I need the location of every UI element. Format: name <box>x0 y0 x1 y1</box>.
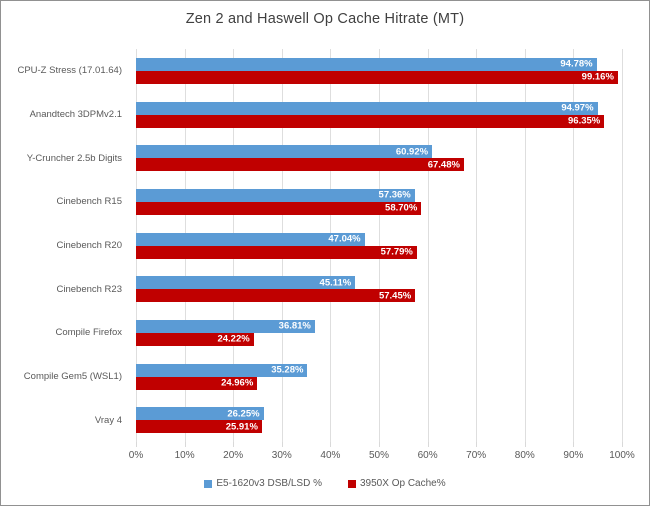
bar-value-label: 57.45% <box>378 290 412 302</box>
value-axis: 0% 10% 20% 30% 40% 50% 60% 70% 80% 90% 100% <box>129 442 635 466</box>
bar-red-series: 96.35% <box>136 114 605 128</box>
axis-tick-mark <box>136 442 137 447</box>
category-label: Compile Gem5 (WSL1) <box>23 371 122 383</box>
category-label: Cinebench R20 <box>56 240 123 252</box>
category-label: Anandtech 3DPMv2.1 <box>29 109 122 120</box>
legend-label: 3950X Op Cache% <box>360 478 446 489</box>
bar-value-label: 57.36% <box>378 189 411 201</box>
category-label: Compile Firefox <box>55 327 122 339</box>
bar-blue-series: 94.97% <box>136 101 598 115</box>
bar-value-label: 45.11% <box>319 277 352 289</box>
bar-rows: 94.78% 99.16% 94.97% 96.35% 60.92% 67.48% 57.3… <box>136 49 622 442</box>
legend-item: 3950X Op Cache% <box>348 478 446 489</box>
bar-value-label: 94.97% <box>561 102 594 114</box>
axis-tick-label: 80% <box>514 450 535 461</box>
chart-row: 57.36% 58.70% <box>136 180 622 224</box>
legend-swatch-icon <box>348 479 356 488</box>
axis-tick-label: 10% <box>174 450 195 461</box>
bar-value-label: 57.79% <box>380 246 413 258</box>
axis-tick-label: 100% <box>609 450 635 461</box>
bar-red-series: 24.96% <box>136 376 258 390</box>
axis-tick-mark <box>233 442 235 447</box>
bar-value-label: 35.28% <box>271 364 304 376</box>
bar-value-label: 67.48% <box>427 159 460 171</box>
axis-tick-label: 70% <box>466 450 487 461</box>
axis-tick-mark <box>184 442 186 447</box>
gridline <box>427 49 429 442</box>
axis-tick-mark <box>330 442 332 447</box>
axis-tick-mark <box>281 442 283 447</box>
axis-tick-label: 60% <box>417 450 438 461</box>
chart-row: 94.78% 99.16% <box>136 49 622 93</box>
axis-tick-label: 20% <box>223 450 244 461</box>
bar-value-label: 25.91% <box>225 421 258 433</box>
bar-value-label: 47.04% <box>328 233 361 245</box>
axis-tick-mark <box>379 442 380 447</box>
bar-value-label: 58.70% <box>385 202 418 214</box>
bar-red-series: 57.79% <box>136 245 417 259</box>
gridline <box>524 49 526 442</box>
bar-value-label: 60.92% <box>395 146 429 158</box>
bar-value-label: 24.22% <box>217 333 250 345</box>
axis-tick-mark <box>524 442 526 447</box>
chart-row: 60.92% 67.48% <box>136 136 622 180</box>
axis-tick-label: 90% <box>563 450 584 461</box>
axis-tick-mark <box>476 442 478 447</box>
category-label: Vray 4 <box>94 414 122 426</box>
bar-red-series: 58.70% <box>136 201 422 215</box>
plot-area: 94.78% 99.16% 94.97% 96.35% 60.92% 67.48% 57.3… <box>136 49 623 442</box>
legend: E5-1620v3 DSB/LSD % 3950X Op Cache% <box>1 478 649 489</box>
category-label: Cinebench R15 <box>56 196 123 208</box>
bar-blue-series: 36.81% <box>136 319 315 333</box>
chart-row: 47.04% 57.79% <box>136 224 622 268</box>
chart-row: 36.81% 24.22% <box>136 311 622 355</box>
category-axis: CPU-Z Stress (17.01.64) Anandtech 3DPMv2.… <box>1 49 129 442</box>
bar-blue-series: 26.25% <box>136 407 264 421</box>
bar-red-series: 67.48% <box>136 158 464 172</box>
chart-row: 94.97% 96.35% <box>136 93 622 137</box>
legend-label: E5-1620v3 DSB/LSD % <box>216 478 322 489</box>
chart-row: 26.25% 25.91% <box>136 398 622 442</box>
axis-tick-mark <box>573 442 575 447</box>
bar-blue-series: 47.04% <box>136 232 365 246</box>
legend-swatch-icon <box>204 479 213 488</box>
bar-blue-series: 45.11% <box>136 276 356 290</box>
gridline <box>379 49 380 442</box>
bar-red-series: 99.16% <box>136 70 618 84</box>
axis-tick-label: 30% <box>271 450 292 461</box>
axis-tick-label: 0% <box>128 450 144 461</box>
gridline <box>573 49 575 442</box>
bar-red-series: 24.22% <box>136 332 254 346</box>
category-label: Y-Cruncher 2.5b Digits <box>26 152 122 164</box>
gridline <box>476 49 478 442</box>
bar-blue-series: 57.36% <box>136 188 415 202</box>
chart-row: 35.28% 24.96% <box>136 355 622 399</box>
axis-tick-label: 40% <box>320 450 341 461</box>
category-label: Cinebench R23 <box>56 283 123 295</box>
category-label: CPU-Z Stress (17.01.64) <box>17 65 122 77</box>
legend-item: E5-1620v3 DSB/LSD % <box>204 478 322 489</box>
axis-tick-mark <box>622 442 623 447</box>
gridline <box>622 49 623 442</box>
bar-value-label: 36.81% <box>278 320 311 332</box>
bar-red-series: 25.91% <box>136 420 262 434</box>
bar-value-label: 96.35% <box>568 115 601 127</box>
bar-blue-series: 35.28% <box>136 363 308 377</box>
bar-red-series: 57.45% <box>136 289 416 303</box>
bar-value-label: 26.25% <box>227 408 260 420</box>
axis-tick-mark <box>427 442 429 447</box>
bar-blue-series: 94.78% <box>136 57 597 71</box>
axis-tick-label: 50% <box>368 450 390 461</box>
bar-value-label: 94.78% <box>560 58 593 70</box>
bar-value-label: 24.96% <box>221 377 254 389</box>
bar-value-label: 99.16% <box>581 71 614 83</box>
chart-row: 45.11% 57.45% <box>136 267 622 311</box>
bar-blue-series: 60.92% <box>136 145 433 159</box>
chart-title: Zen 2 and Haswell Op Cache Hitrate (MT) <box>185 11 465 27</box>
